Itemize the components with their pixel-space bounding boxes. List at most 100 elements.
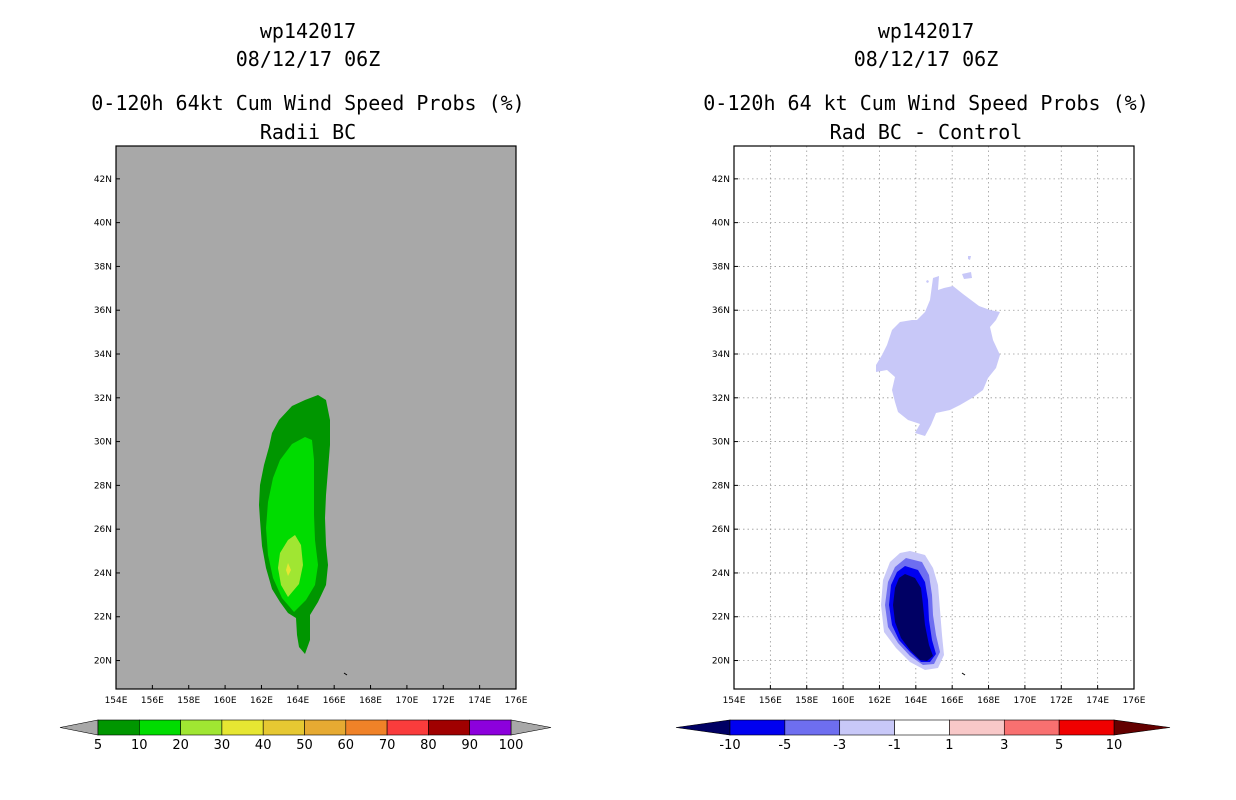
left-ytick-label: 24N [94,569,112,579]
right-colorbar-swatch [1003,719,1060,736]
right-colorbar-swatch [784,719,841,736]
right-ytick-label: 30N [712,438,730,448]
left-colorbar-label: 100 [499,738,524,753]
right-colorbar-swatch [729,719,786,736]
left-title-line1: wp142017 [259,19,357,43]
left-ytick-label: 22N [94,613,112,623]
left-xtick-label: 158E [177,696,200,706]
right-colorbar-swatch [839,719,895,736]
right-xtick-label: 160E [832,696,855,706]
right-x-axis: 154E 156E 158E 160E 162E 164E 166E 168E 170E 172E… [723,685,1146,706]
left-map-frame [115,145,517,690]
right-colorbar-low-end [675,719,731,736]
left-colorbar-swatch [345,719,388,736]
left-xtick-label: 176E [505,696,528,706]
left-colorbar-swatch [262,719,305,736]
right-title-line2: 08/12/17 06Z [853,47,999,71]
right-colorbar-label: -10 [719,738,740,753]
left-ytick-label: 40N [94,219,112,229]
right-colorbar-label: -3 [833,738,846,753]
right-xtick-label: 168E [977,696,1000,706]
left-colorbar-label: 30 [214,738,231,753]
left-ytick-label: 34N [94,350,112,360]
right-ytick-label: 28N [712,481,730,491]
left-colorbar-label: 10 [131,738,148,753]
left-xtick-label: 170E [395,696,418,706]
left-colorbar-label: 60 [338,738,355,753]
left-ytick-label: 36N [94,306,112,316]
right-xtick-label: 176E [1123,696,1146,706]
left-xtick-label: 168E [359,696,382,706]
right-ytick-label: 32N [712,394,730,404]
right-colorbar-label: -5 [778,738,791,753]
right-xtick-label: 164E [904,696,927,706]
right-y-axis: 20N 22N 24N 26N 28N 30N 32N 34N 36N 38N 40N 42N [712,175,738,667]
right-ytick-label: 40N [712,219,730,229]
left-xtick-label: 160E [214,696,237,706]
left-colorbar-label: 20 [172,738,189,753]
right-colorbar-label: 1 [945,738,953,753]
right-small-mark [961,672,966,676]
left-colorbar: 5 10 20 30 40 50 60 70 80 90 100 [59,719,552,753]
left-xtick-label: 166E [323,696,346,706]
right-contour-neg1-dot3 [926,280,929,283]
right-map-frame [733,145,1135,690]
left-ytick-label: 26N [94,525,112,535]
left-xtick-label: 156E [141,696,164,706]
left-x-axis: 154E 156E 158E 160E 162E 164E 166E 168E 170E 172E… [105,685,528,706]
left-colorbar-swatch [304,719,347,736]
right-contour-neg1-dot2 [968,256,971,260]
left-ytick-label: 20N [94,657,112,667]
right-contour-neg10 [893,574,933,661]
left-colorbar-label: 5 [94,738,102,753]
left-ytick-label: 28N [94,481,112,491]
left-colorbar-high-end [510,719,552,736]
left-ytick-label: 30N [94,438,112,448]
right-colorbar-label: 5 [1055,738,1063,753]
right-contour-neg1-north [876,276,1000,436]
left-ytick-label: 38N [94,262,112,272]
right-ytick-label: 24N [712,569,730,579]
left-xtick-label: 174E [468,696,491,706]
left-colorbar-swatch [469,719,512,736]
left-xtick-label: 162E [250,696,273,706]
left-colorbar-swatch [221,719,264,736]
right-ytick-label: 42N [712,175,730,185]
right-title-line4: Rad BC - Control [829,120,1023,144]
left-colorbar-swatch [428,719,470,736]
left-colorbar-label: 40 [255,738,272,753]
right-colorbar-swatch [1058,719,1115,736]
right-colorbar-swatch [949,719,1005,736]
right-difference-map: 20N 22N 24N 26N 28N 30N 32N 34N 36N 38N 40N 42N 154… [675,145,1171,753]
right-colorbar-label: -1 [888,738,901,753]
right-ytick-label: 34N [712,350,730,360]
right-colorbar-label: 10 [1106,738,1123,753]
right-xtick-label: 166E [941,696,964,706]
left-colorbar-label: 80 [420,738,437,753]
left-colorbar-swatch [180,719,223,736]
left-ytick-label: 42N [94,175,112,185]
left-title-line4: Radii BC [259,120,357,144]
left-colorbar-label: 70 [379,738,396,753]
left-colorbar-label: 90 [461,738,478,753]
left-title-line3: 0-120h 64kt Cum Wind Speed Probs (%) [91,91,525,115]
right-ytick-label: 36N [712,306,730,316]
right-ytick-label: 20N [712,657,730,667]
right-xtick-label: 156E [759,696,782,706]
left-ytick-label: 32N [94,394,112,404]
right-ytick-label: 22N [712,613,730,623]
right-colorbar-high-end [1113,719,1171,736]
left-colorbar-swatch [386,719,429,736]
left-xtick-label: 164E [286,696,309,706]
right-colorbar-swatch [894,719,950,736]
left-colorbar-low-end [59,719,99,736]
right-title-line3: 0-120h 64 kt Cum Wind Speed Probs (%) [703,91,1149,115]
left-small-mark [343,672,348,676]
left-title-line2: 08/12/17 06Z [235,47,381,71]
right-colorbar-label: 3 [1000,738,1008,753]
right-contour-neg1-dot1 [962,272,972,279]
right-gridlines [734,146,1134,689]
right-ytick-label: 38N [712,262,730,272]
left-y-axis: 20N 22N 24N 26N 28N 30N 32N 34N 36N 38N 40N 42N [94,175,120,667]
left-probability-map: 20N 22N 24N 26N 28N 30N 32N 34N 36N 38N 40N 42N 154… [59,145,552,753]
